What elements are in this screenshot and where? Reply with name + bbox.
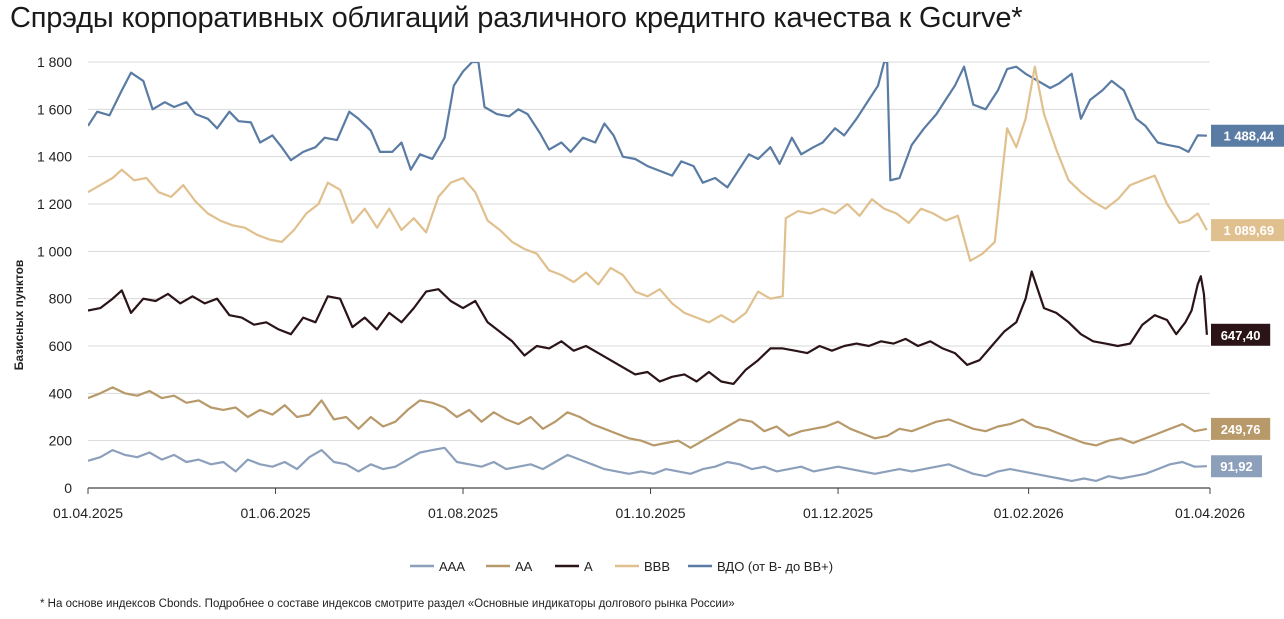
chart-title: Спрэды корпоративных облигаций различног… (10, 2, 1023, 34)
y-tick-label: 1 800 (37, 54, 72, 70)
legend-entry: AAA (439, 559, 465, 574)
y-tick-label: 600 (49, 338, 73, 354)
end-label-value: 1 089,69 (1223, 223, 1274, 238)
x-tick-label: 01.02.2026 (994, 505, 1064, 521)
end-label-value: 1 488,44 (1223, 129, 1274, 144)
end-labels: 1 488,44 1 089,69 647,40 249,76 91,92 (1211, 124, 1284, 478)
y-tick-label: 1 400 (37, 149, 72, 165)
legend: AAA AA A BBB ВДО (от B- до BB+) (410, 559, 833, 574)
y-tick-label: 200 (49, 433, 73, 449)
series-line-BBB (88, 65, 1208, 324)
x-tick-label: 01.04.2025 (53, 505, 123, 521)
end-label-box (1211, 455, 1262, 478)
x-tick-label: 01.06.2025 (240, 505, 310, 521)
series-lines (88, 62, 1208, 482)
series-line-A (88, 270, 1208, 385)
x-tick-label: 01.12.2025 (803, 505, 873, 521)
y-tick-label: 0 (64, 480, 72, 496)
y-tick-label: 400 (49, 385, 73, 401)
end-label-box (1211, 124, 1284, 147)
y-axis-ticks: 0 200 400 600 800 1 000 1 200 1 400 1 600 1 800 (37, 54, 72, 496)
legend-entry: BBB (644, 559, 670, 574)
legend-entry: AA (515, 559, 533, 574)
grid-lines (88, 61, 1210, 489)
legend-entry: A (584, 559, 593, 574)
x-tick-label: 01.10.2025 (615, 505, 685, 521)
y-tick-label: 1 200 (37, 196, 72, 212)
x-axis-ticks: 01.04.2025 01.06.2025 01.08.2025 01.10.2025… (53, 488, 1245, 521)
legend-entry: ВДО (от B- до BB+) (717, 559, 833, 574)
series-line-ВДО (от B- до BB+) (88, 62, 1207, 189)
y-tick-label: 1 000 (37, 243, 72, 259)
end-label-value: 91,92 (1220, 459, 1253, 474)
end-label-value: 249,76 (1221, 422, 1261, 437)
y-axis-label: Базисных пунктов (12, 260, 26, 371)
series-line-AA (88, 386, 1208, 449)
y-tick-label: 1 600 (37, 101, 72, 117)
x-tick-label: 01.04.2026 (1175, 505, 1245, 521)
end-label-value: 647,40 (1221, 328, 1261, 343)
footnote: * На основе индексов Cbonds. Подробнее о… (40, 598, 735, 610)
end-label-box (1211, 219, 1284, 242)
series-line-AAA (88, 446, 1207, 482)
y-tick-label: 800 (49, 291, 73, 307)
end-label-box (1211, 323, 1271, 346)
x-tick-label: 01.08.2025 (428, 505, 498, 521)
end-label-box (1211, 417, 1271, 440)
